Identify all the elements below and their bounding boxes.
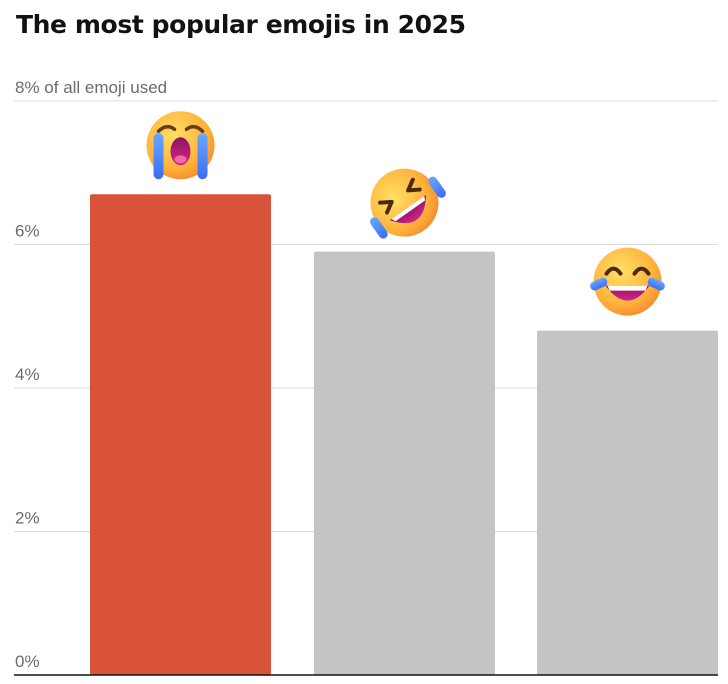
y-tick-label: 0% [15,652,40,671]
face-with-tears-of-joy-icon [590,247,665,316]
chart-title: The most popular emojis in 2025 [16,10,466,39]
y-tick-label: 6% [15,222,40,241]
bar-face-with-tears-of-joy [537,330,718,675]
loudly-crying-face-icon [146,111,215,180]
y-tick-label: 2% [15,509,40,528]
bar-loudly-crying-face [90,194,271,675]
bar-rolling-on-the-floor-laughing [314,251,495,676]
y-tick-label: 4% [15,365,40,384]
bars-layer [90,194,718,676]
y-tick-label: 8% of all emoji used [15,78,167,97]
rolling-on-the-floor-laughing-icon [370,168,446,239]
icons-layer [146,111,665,316]
